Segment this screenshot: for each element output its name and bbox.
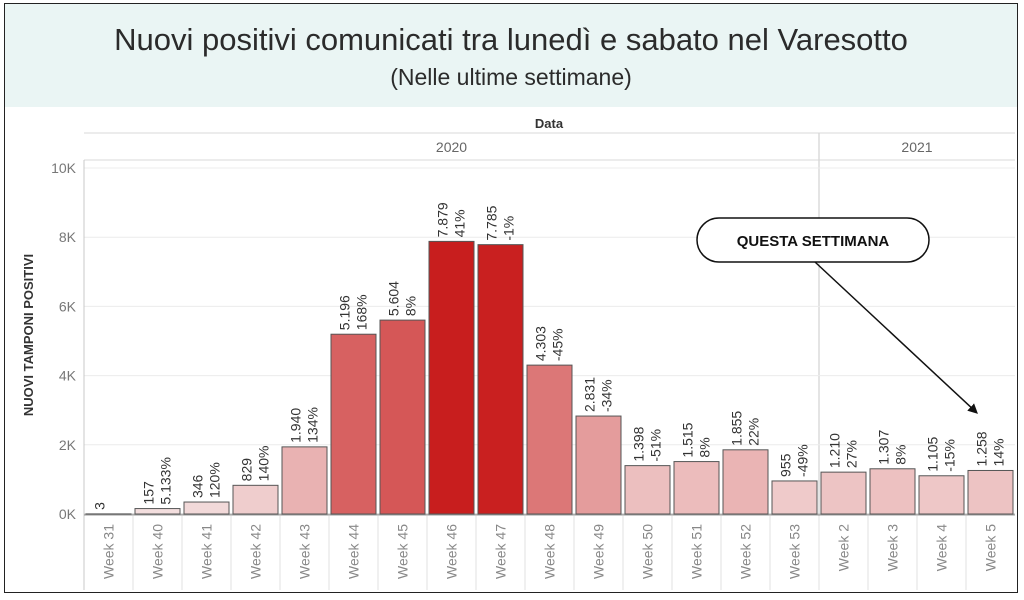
bar-week-45: [379, 319, 426, 515]
bar-week-46: [428, 240, 475, 515]
x-tick-label: Week 5: [983, 524, 999, 571]
x-tick-label: Week 48: [542, 524, 558, 579]
annotation-text: QUESTA SETTIMANA: [737, 233, 890, 250]
x-tick-label: Week 45: [395, 524, 411, 579]
y-tick-label: 2K: [59, 437, 77, 453]
pct-label: 140%: [256, 446, 272, 482]
bar-week-52: [722, 449, 769, 515]
pct-label: 120%: [207, 462, 223, 498]
year-label-2020: 2020: [436, 139, 467, 155]
annotation-box: [696, 217, 930, 263]
value-label: 7.879: [435, 202, 451, 237]
bar-week-42: [232, 484, 279, 515]
value-label: 829: [239, 458, 255, 482]
bar-week-51: [673, 461, 720, 515]
x-tick-label: Week 53: [787, 524, 803, 579]
bar-week-48: [526, 364, 573, 515]
y-tick-label: 10K: [51, 160, 77, 176]
pct-label: 22%: [746, 418, 762, 446]
y-tick-label: 6K: [59, 298, 77, 314]
value-label: 955: [778, 453, 794, 477]
x-tick-label: Week 42: [248, 524, 264, 579]
value-label: 1.210: [827, 433, 843, 468]
value-label: 4.303: [533, 326, 549, 361]
title-banner: Nuovi positivi comunicati tra lunedì e s…: [5, 4, 1017, 107]
x-tick-label: Week 52: [738, 524, 754, 579]
x-tick-label: Week 4: [934, 524, 950, 571]
pct-label: -34%: [599, 379, 615, 412]
value-label: 2.831: [582, 377, 598, 412]
bar-week-5: [967, 469, 1014, 515]
x-tick-label: Week 47: [493, 524, 509, 579]
x-tick-label: Week 50: [640, 524, 656, 579]
pct-label: 27%: [844, 440, 860, 468]
value-label: 1.515: [680, 422, 696, 457]
pct-label: 134%: [305, 407, 321, 443]
pct-label: -1%: [501, 216, 517, 241]
value-label: 1.258: [974, 431, 990, 466]
year-label-2021: 2021: [901, 139, 932, 155]
value-label: 1.855: [729, 411, 745, 446]
value-label: 1.398: [631, 426, 647, 461]
pct-label: 5.133%: [158, 457, 174, 504]
x-tick-label: Week 49: [591, 524, 607, 579]
pct-label: 8%: [697, 437, 713, 457]
bar-week-49: [575, 415, 622, 515]
y-axis-title: NUOVI TAMPONI POSITIVI: [21, 254, 36, 416]
pct-label: 14%: [991, 438, 1007, 466]
pct-label: -45%: [550, 328, 566, 361]
bar-week-53: [771, 480, 818, 515]
bar-week-50: [624, 465, 671, 515]
bar-week-41: [183, 501, 230, 515]
pct-label: 41%: [452, 209, 468, 237]
value-label: 7.785: [484, 205, 500, 240]
chart-title: Nuovi positivi comunicati tra lunedì e s…: [114, 22, 908, 57]
pct-label: -49%: [795, 444, 811, 477]
y-tick-label: 8K: [59, 229, 77, 245]
pct-label: 168%: [354, 294, 370, 330]
x-tick-label: Week 3: [885, 524, 901, 571]
x-tick-label: Week 43: [297, 524, 313, 579]
x-tick-label: Week 40: [150, 524, 166, 579]
pct-label: -15%: [942, 439, 958, 472]
y-tick-label: 0K: [59, 506, 77, 522]
bar-week-40: [134, 508, 181, 515]
bar-week-4: [918, 475, 965, 515]
value-label: 1.940: [288, 408, 304, 443]
value-label: 157: [141, 481, 157, 505]
x-tick-label: Week 46: [444, 524, 460, 579]
bar-week-47: [477, 244, 524, 515]
pct-label: 8%: [403, 296, 419, 316]
x-tick-label: Week 2: [836, 524, 852, 571]
x-tick-label: Week 41: [199, 524, 215, 579]
x-tick-label: Week 44: [346, 524, 362, 579]
bar-week-31: [85, 513, 132, 515]
chart-subtitle: (Nelle ultime settimane): [390, 64, 632, 90]
value-label: 346: [190, 474, 206, 498]
x-tick-label: Week 51: [689, 524, 705, 579]
value-label: 5.604: [386, 281, 402, 316]
bar-week-2: [820, 471, 867, 515]
bar-week-3: [869, 468, 916, 515]
value-label: 1.105: [925, 437, 941, 472]
bar-week-44: [330, 333, 377, 515]
bar-week-43: [281, 446, 328, 515]
y-tick-label: 4K: [59, 368, 77, 384]
x-tick-label: Week 31: [101, 524, 117, 579]
annotation-arrow: [814, 261, 978, 414]
value-label: 5.196: [337, 295, 353, 330]
pct-label: -51%: [648, 429, 664, 462]
pct-label: 8%: [893, 445, 909, 465]
value-label: 1.307: [876, 430, 892, 465]
column-header: Data: [535, 116, 564, 131]
value-label: 3: [92, 502, 108, 510]
